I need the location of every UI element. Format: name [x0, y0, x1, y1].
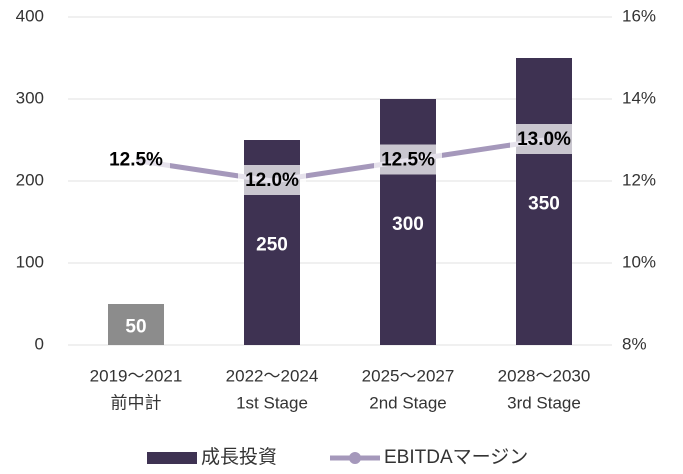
y2-tick-label: 12% — [622, 170, 656, 189]
y2-tick-label: 14% — [622, 88, 656, 107]
line-value-label: 12.0% — [245, 170, 299, 191]
value-label-box — [510, 124, 578, 154]
y-tick-label: 300 — [16, 88, 44, 107]
bar — [516, 58, 572, 345]
bar — [108, 304, 164, 345]
y-tick-label: 400 — [16, 6, 44, 25]
line-value-label: 12.5% — [109, 150, 163, 171]
bar-value-label: 250 — [256, 235, 288, 256]
y2-tick-label: 16% — [622, 6, 656, 25]
value-label-box — [374, 144, 442, 175]
x-tick-label: 2019〜2021 — [90, 366, 183, 385]
y-tick-label: 200 — [16, 170, 44, 189]
y-tick-label: 0 — [35, 334, 44, 353]
bar-value-label: 300 — [392, 214, 424, 235]
x-tick-label: 2nd Stage — [369, 393, 447, 412]
x-tick-label: 2022〜2024 — [226, 366, 319, 385]
legend-label: EBITDAマージン — [384, 447, 528, 468]
legend-marker — [349, 452, 361, 464]
bar-value-label: 350 — [528, 194, 560, 215]
value-label-box — [238, 165, 306, 195]
legend-label: 成長投資 — [201, 446, 277, 468]
line-value-label: 13.0% — [517, 129, 571, 150]
y-tick-label: 100 — [16, 252, 44, 271]
x-tick-label: 2028〜2030 — [498, 366, 591, 385]
x-tick-label: 3rd Stage — [507, 393, 581, 412]
value-label-box — [102, 144, 170, 175]
y2-tick-label: 8% — [622, 334, 647, 353]
legend-swatch — [147, 452, 197, 464]
line-value-label: 12.5% — [381, 150, 435, 171]
bar — [380, 99, 436, 345]
x-tick-label: 前中計 — [111, 393, 162, 412]
x-tick-label: 2025〜2027 — [362, 366, 455, 385]
x-tick-label: 1st Stage — [236, 393, 308, 412]
y2-tick-label: 10% — [622, 252, 656, 271]
line — [135, 137, 545, 184]
bar-value-label: 50 — [125, 317, 146, 338]
